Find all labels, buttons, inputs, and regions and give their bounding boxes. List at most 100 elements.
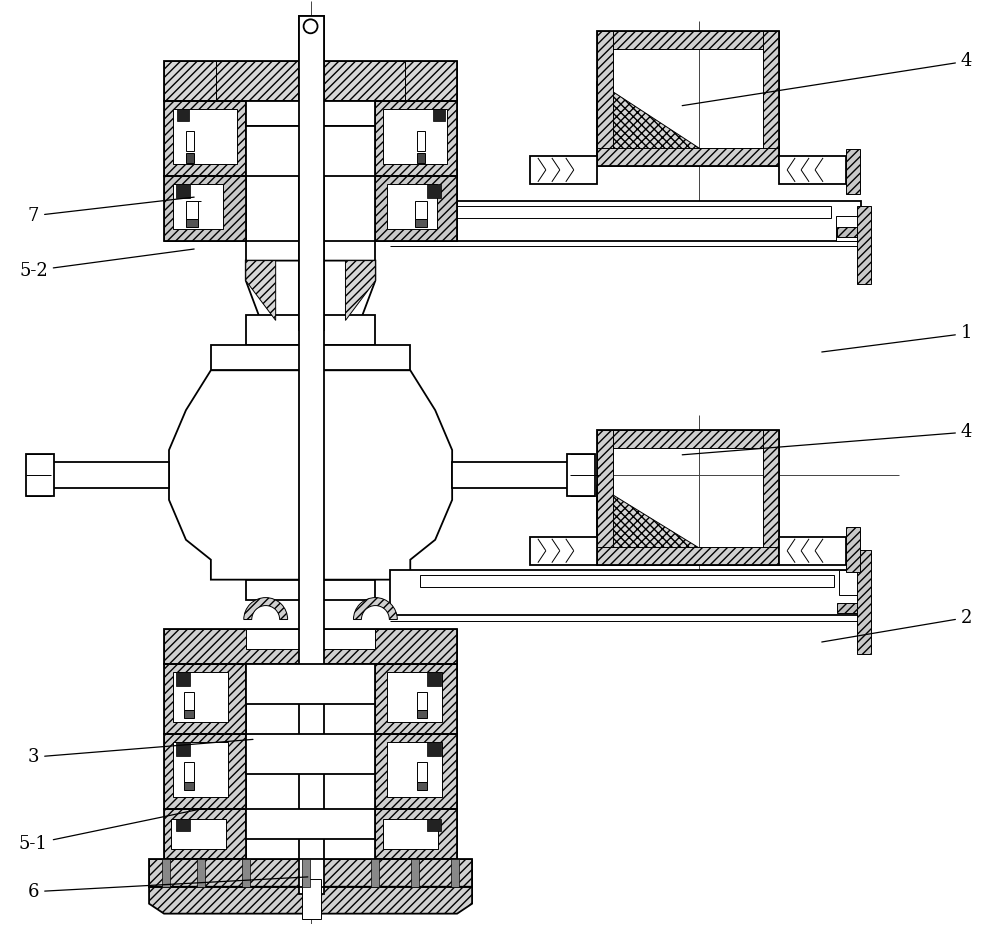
Bar [383,109,447,164]
Bar [26,454,54,496]
Bar [184,782,194,790]
Bar [164,809,246,858]
Bar [197,858,205,887]
Polygon shape [345,261,375,320]
Bar [451,858,459,887]
Bar [383,819,438,849]
Bar [216,61,405,101]
Bar [405,61,457,101]
Bar [452,462,570,487]
Bar [242,858,250,887]
Bar [417,782,427,790]
Bar [427,819,441,831]
Bar [837,602,861,612]
Bar [415,201,427,218]
Polygon shape [149,887,472,914]
Text: 4: 4 [682,423,972,455]
Bar [411,858,419,887]
Bar [597,430,779,564]
Bar [164,101,246,176]
Bar [427,672,441,686]
Bar [164,809,246,858]
Bar [846,527,860,572]
Polygon shape [597,81,726,166]
Bar [836,216,861,240]
Bar [427,184,441,198]
Bar [417,692,427,710]
Bar [567,454,595,496]
Bar [176,184,190,198]
Bar [176,742,190,756]
Bar [186,153,194,163]
Bar [371,858,379,887]
Bar [387,742,442,797]
Bar [375,176,457,240]
Bar [779,536,846,564]
Bar [415,218,427,227]
Bar [375,176,457,240]
Bar [184,710,194,718]
Bar [839,570,864,595]
Text: 6: 6 [28,877,308,901]
Bar [387,672,442,722]
Bar [164,176,246,240]
Bar [857,205,871,284]
Bar [390,201,861,240]
Text: 7: 7 [28,197,194,225]
Bar [173,742,228,797]
Bar [164,101,246,176]
Bar [837,227,861,237]
Bar [779,156,846,184]
Bar [184,762,194,782]
Bar [246,240,375,261]
Bar [387,184,437,228]
Bar [176,819,190,831]
Bar [375,734,457,809]
Bar [299,17,324,894]
Bar [246,580,375,599]
Bar [246,315,375,345]
Bar [375,809,457,858]
Bar [149,858,472,887]
Bar [597,31,779,49]
Bar [177,109,189,121]
Bar [186,201,198,218]
Text: 5-1: 5-1 [19,809,198,853]
Bar [420,205,831,217]
Bar [597,430,779,448]
Bar [164,734,246,809]
Bar [857,549,871,654]
Bar [164,630,457,664]
Bar [246,630,375,649]
Wedge shape [353,598,397,620]
Bar [597,148,779,166]
Text: 3: 3 [28,739,253,766]
Polygon shape [246,261,375,320]
Bar [173,109,237,164]
Bar [597,31,613,166]
Text: 5-2: 5-2 [19,249,194,279]
Bar [375,664,457,734]
Bar [427,742,441,756]
Bar [417,710,427,718]
Bar [164,734,246,809]
Bar [763,430,779,564]
Bar [597,547,779,564]
Bar [164,630,457,664]
Bar [211,345,410,370]
Bar [186,218,198,227]
Bar [597,31,779,166]
Bar [375,101,457,176]
Polygon shape [169,370,452,580]
Bar [164,61,216,101]
Bar [176,672,190,686]
Bar [420,574,834,586]
Bar [846,149,860,194]
Bar [246,809,375,839]
Text: 2: 2 [822,609,972,642]
Bar [763,31,779,166]
Bar [597,430,613,564]
Bar [162,858,170,887]
Bar [390,570,864,614]
Bar [530,156,597,184]
